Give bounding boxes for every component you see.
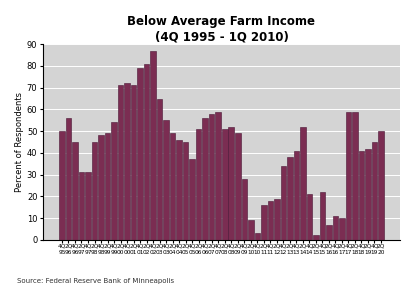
Bar (268, 201, 273, 240)
Bar (79, 172, 84, 240)
Bar (320, 192, 325, 240)
Bar (339, 218, 345, 240)
Bar (164, 120, 169, 240)
Bar (229, 127, 234, 240)
Bar (176, 140, 182, 240)
Bar (242, 179, 247, 240)
Bar (183, 142, 188, 240)
Text: Source: Federal Reserve Bank of Minneapolis: Source: Federal Reserve Bank of Minneapo… (17, 277, 174, 284)
Bar (287, 157, 293, 240)
Bar (235, 133, 241, 240)
Bar (131, 85, 137, 240)
Bar (124, 83, 130, 240)
Bar (281, 166, 286, 240)
Bar (307, 194, 312, 240)
Y-axis label: Percent of Respondents: Percent of Respondents (15, 92, 24, 192)
Bar (98, 135, 104, 240)
Bar (92, 142, 97, 240)
Bar (346, 112, 351, 240)
Bar (170, 133, 176, 240)
Bar (189, 159, 195, 240)
Bar (59, 131, 65, 240)
Bar (254, 233, 260, 240)
Bar (274, 199, 280, 240)
Bar (66, 118, 71, 240)
Bar (326, 225, 332, 240)
Bar (300, 127, 305, 240)
Bar (150, 51, 156, 240)
Bar (196, 129, 201, 240)
Bar (215, 112, 221, 240)
Bar (157, 99, 162, 240)
Bar (333, 216, 338, 240)
Bar (313, 235, 319, 240)
Bar (378, 131, 384, 240)
Bar (85, 172, 91, 240)
Bar (365, 149, 371, 240)
Bar (222, 129, 227, 240)
Bar (359, 151, 364, 240)
Bar (352, 112, 358, 240)
Bar (118, 85, 123, 240)
Bar (248, 220, 254, 240)
Bar (137, 68, 143, 240)
Bar (293, 151, 299, 240)
Bar (111, 122, 117, 240)
Bar (144, 64, 149, 240)
Bar (209, 114, 215, 240)
Title: Below Average Farm Income
(4Q 1995 - 1Q 2010): Below Average Farm Income (4Q 1995 - 1Q … (127, 15, 315, 43)
Bar (72, 142, 78, 240)
Bar (105, 133, 110, 240)
Bar (261, 205, 266, 240)
Bar (203, 118, 208, 240)
Bar (372, 142, 377, 240)
